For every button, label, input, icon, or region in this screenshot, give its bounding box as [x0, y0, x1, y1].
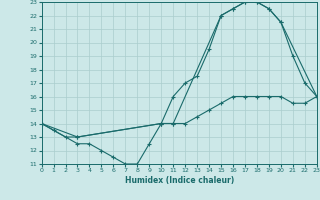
X-axis label: Humidex (Indice chaleur): Humidex (Indice chaleur)	[124, 176, 234, 185]
